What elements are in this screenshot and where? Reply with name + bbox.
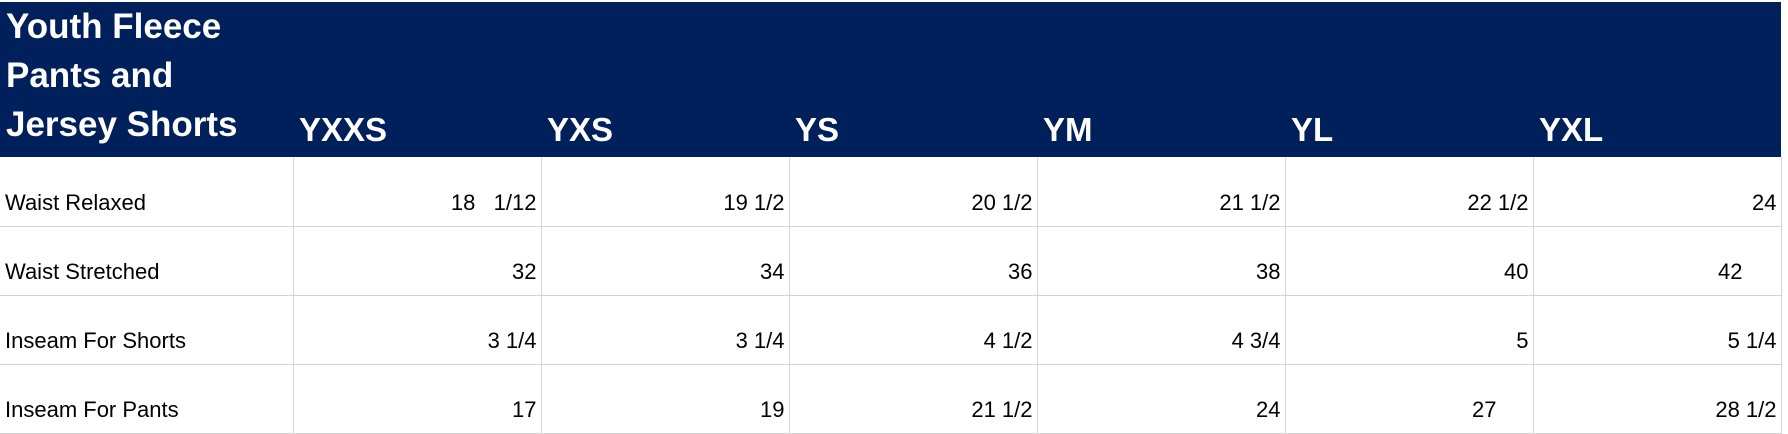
measurement: 27	[1285, 364, 1534, 434]
measurement: 21 1/2	[1037, 157, 1286, 227]
measurement: 4 1/2	[789, 295, 1038, 365]
measurement: 28 1/2	[1533, 364, 1782, 434]
size-header: YXL	[1539, 111, 1604, 148]
measurement: 3 1/4	[293, 295, 542, 365]
measurement: 5 1/4	[1533, 295, 1782, 365]
measurement: 22 1/2	[1285, 157, 1534, 227]
measurement: 17	[293, 364, 542, 434]
size-header: YM	[1043, 111, 1093, 148]
measurement: 21 1/2	[789, 364, 1038, 434]
size-row: Inseam For Shorts 3 1/4 3 1/4 4 1/2 4 3/4 5 5 …	[0, 295, 1782, 365]
row-label: Inseam For Shorts	[0, 295, 294, 365]
row-label: Waist Relaxed	[0, 157, 294, 227]
size-header: YS	[795, 111, 840, 148]
size-header: YXXS	[299, 111, 388, 148]
size-row: Waist Stretched 32 34 36 38 40 42	[0, 226, 1782, 296]
measurement: 24	[1037, 364, 1286, 434]
measurement: 40	[1285, 226, 1534, 296]
measurement: 32	[293, 226, 542, 296]
size-row: Waist Relaxed 18 1/12 19 1/2 20 1/2 21 1/2 22…	[0, 157, 1782, 227]
size-row: Inseam For Pants 17 19 21 1/2 24 27 28 1/2	[0, 364, 1782, 434]
measurement: 18 1/12	[293, 157, 542, 227]
title-cell: Youth Fleece Pants and Jersey Shorts	[0, 2, 293, 157]
measurement: 42	[1533, 226, 1782, 296]
measurement: 4 3/4	[1037, 295, 1286, 365]
measurement: 19	[541, 364, 790, 434]
measurement: 5	[1285, 295, 1534, 365]
measurement: 24	[1533, 157, 1782, 227]
header-row: Youth Fleece Pants and Jersey Shorts YXX…	[0, 2, 1781, 157]
measurement: 20 1/2	[789, 157, 1038, 227]
size-header: YXS	[547, 111, 614, 148]
table-body: Waist Relaxed 18 1/12 19 1/2 20 1/2 21 1/2 22…	[0, 157, 1782, 434]
table-title: Youth Fleece Pants and Jersey Shorts	[6, 7, 238, 144]
measurement: 38	[1037, 226, 1286, 296]
row-label: Inseam For Pants	[0, 364, 294, 434]
measurement: 36	[789, 226, 1038, 296]
size-header: YL	[1291, 111, 1334, 148]
row-label: Waist Stretched	[0, 226, 294, 296]
measurement: 3 1/4	[541, 295, 790, 365]
measurement: 19 1/2	[541, 157, 790, 227]
measurement: 34	[541, 226, 790, 296]
